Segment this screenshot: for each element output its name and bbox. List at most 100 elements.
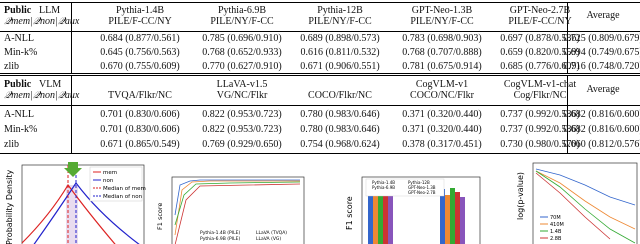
curve bbox=[174, 179, 300, 216]
table-cell: 0.737 (0.992/0.586) bbox=[500, 109, 580, 120]
legend: 70M 410M 1.4B 2.8B bbox=[540, 215, 564, 242]
density-plot: mem non Median of mem Median of non Prob… bbox=[5, 162, 146, 244]
row-label: A-NLL bbox=[4, 109, 34, 120]
bar bbox=[388, 193, 393, 244]
legend-label: 410M bbox=[550, 222, 564, 228]
column-header: CogVLM-v1 bbox=[415, 79, 469, 90]
row-label: zlib bbox=[4, 61, 19, 72]
bar bbox=[373, 191, 378, 244]
column-header: Average bbox=[586, 10, 620, 21]
legend-label: 70M bbox=[550, 215, 561, 221]
table-cell: 0.822 (0.953/0.723) bbox=[202, 109, 282, 120]
bar bbox=[460, 197, 465, 244]
legend-label: Pythia-6.9B (PILE) bbox=[200, 236, 240, 242]
frame bbox=[532, 162, 638, 244]
bar bbox=[378, 185, 383, 244]
rule bbox=[0, 153, 640, 154]
table-title: Public bbox=[4, 5, 32, 16]
table-cell: 0.616 (0.811/0.532) bbox=[300, 47, 380, 58]
row-label: Min-k% bbox=[4, 47, 38, 58]
column-split: COCO/NC/Flkr bbox=[410, 90, 474, 101]
table-cell: 0.730 (0.980/0.570) bbox=[500, 139, 580, 150]
curve bbox=[535, 168, 636, 206]
column-header: Pythia-12B bbox=[317, 5, 363, 16]
bar bbox=[445, 195, 450, 244]
table-title: LLM bbox=[39, 5, 61, 16]
table-cell: 0.682 (0.816/0.600) bbox=[563, 109, 640, 120]
table-cell: 0.701 (0.830/0.606) bbox=[100, 109, 180, 120]
legend: Pythia-1.4B (PILE) Pythia-6.9B (PILE) LL… bbox=[200, 230, 287, 242]
divider bbox=[567, 75, 568, 153]
legend-label: Median of mem bbox=[103, 186, 146, 192]
legend-box bbox=[365, 178, 445, 197]
table-cell: 0.659 (0.820/0.559) bbox=[500, 47, 580, 58]
table-cell: 0.780 (0.983/0.646) bbox=[300, 109, 380, 120]
column-header: GPT-Neo-2.7B bbox=[509, 5, 571, 16]
legend-label: Median of non bbox=[103, 194, 143, 200]
table-cell: 0.689 (0.898/0.573) bbox=[300, 33, 380, 44]
curve bbox=[174, 180, 300, 236]
curve bbox=[535, 172, 611, 240]
column-header: Pythia-1.4B bbox=[115, 5, 165, 16]
divider bbox=[71, 2, 72, 73]
table-cell: 0.682 (0.816/0.600) bbox=[563, 124, 640, 135]
column-split: PILE/NY/F-CC bbox=[308, 16, 372, 27]
legend-label: 1.4B bbox=[550, 229, 562, 235]
table-cell: 0.770 (0.627/0.910) bbox=[202, 61, 282, 72]
column-split: VG/NC/Flkr bbox=[216, 90, 268, 101]
table-cell: 0.645 (0.756/0.563) bbox=[100, 47, 180, 58]
y-axis-label: log(p-value) bbox=[516, 172, 525, 220]
frame bbox=[21, 164, 145, 244]
column-header: Pythia-6.9B bbox=[217, 5, 267, 16]
table-cell: 0.754 (0.968/0.624) bbox=[300, 139, 380, 150]
f1-plot: Pythia-1.4B (PILE) Pythia-6.9B (PILE) LL… bbox=[156, 176, 305, 244]
table-cell: 0.697 (0.878/0.586) bbox=[500, 33, 580, 44]
table-cell: 0.371 (0.320/0.440) bbox=[402, 109, 482, 120]
curve bbox=[535, 170, 636, 244]
divider bbox=[567, 2, 568, 73]
table-cell: 0.670 (0.755/0.609) bbox=[100, 61, 180, 72]
band bbox=[66, 185, 78, 244]
rule bbox=[0, 75, 640, 76]
table-cell: 0.694 (0.749/0.675) bbox=[563, 47, 640, 58]
table-cell: 0.371 (0.320/0.440) bbox=[402, 124, 482, 135]
legend-box bbox=[89, 166, 143, 202]
rule bbox=[0, 2, 640, 3]
table-cell: 0.780 (0.983/0.646) bbox=[300, 124, 380, 135]
bar bbox=[440, 189, 445, 244]
row-label: Min-k% bbox=[4, 124, 38, 135]
row-label: A-NLL bbox=[4, 33, 34, 44]
table-cell: 0.737 (0.992/0.586) bbox=[500, 124, 580, 135]
row-label: zlib bbox=[4, 139, 19, 150]
curve bbox=[174, 181, 301, 226]
table-cell: 0.671 (0.865/0.549) bbox=[100, 139, 180, 150]
legend-label: Pythia-12B bbox=[408, 180, 430, 185]
figures: mem non Median of mem Median of non Prob… bbox=[5, 162, 638, 244]
legend-label: LLaVA (VG) bbox=[256, 236, 281, 242]
column-split: PILE/NY/F-CC bbox=[410, 16, 474, 27]
table-title: Public bbox=[4, 79, 32, 90]
table-cell: 0.701 (0.830/0.606) bbox=[100, 124, 180, 135]
column-split: PILE/NY/F-CC bbox=[210, 16, 274, 27]
bar bbox=[368, 187, 373, 244]
table-cell: 0.769 (0.929/0.650) bbox=[202, 139, 282, 150]
table-cell: 0.725 (0.809/0.679) bbox=[563, 33, 640, 44]
bar bbox=[450, 188, 455, 244]
frame bbox=[171, 176, 305, 244]
bar bbox=[383, 189, 388, 244]
column-split: PILE/F-CC/NY bbox=[508, 16, 572, 27]
table-title: VLM bbox=[39, 79, 62, 90]
column-header: Average bbox=[586, 84, 620, 95]
table-cell: 0.378 (0.317/0.451) bbox=[402, 139, 482, 150]
legend-label: 2.8B bbox=[550, 236, 562, 242]
legend-label: GPT-Neo-1.3B bbox=[408, 185, 436, 190]
column-header: CogVLM-v1-chat bbox=[503, 79, 577, 90]
pvalue-plot: 70M 410M 1.4B 2.8B log(p-value) bbox=[516, 162, 638, 244]
column-split: TVQA/Flkr/NC bbox=[108, 90, 172, 101]
column-split: Cog/Flkr/NC bbox=[513, 90, 567, 101]
legend-label: LLaVA (TVQA) bbox=[256, 230, 287, 236]
y-axis-label: F1 score bbox=[345, 196, 354, 230]
y-axis-label: F1 score bbox=[156, 203, 164, 230]
bar bbox=[455, 192, 460, 244]
